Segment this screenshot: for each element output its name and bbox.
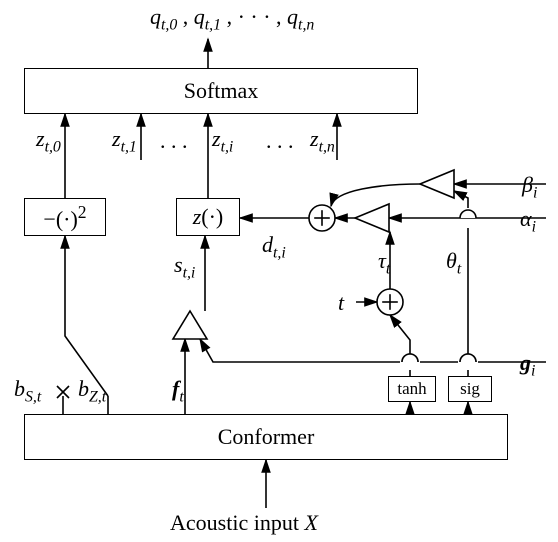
conformer-label: Conformer [218, 424, 315, 450]
bS-label: bS,t [14, 376, 41, 406]
q-row-label: qt,0 , qt,1 , · · · , qt,n [150, 4, 314, 34]
s-label: st,i [174, 252, 195, 282]
softmax-label: Softmax [184, 78, 259, 104]
z-tn: zt,n [310, 126, 335, 156]
tanh-label: tanh [397, 379, 426, 399]
g-label: gi [520, 350, 535, 380]
dots-l: . . . [160, 128, 188, 154]
acoustic-input-label: Acoustic input X [170, 510, 318, 536]
softmax-box: Softmax [24, 68, 418, 114]
sig-box: sig [448, 376, 492, 402]
z-t1: zt,1 [112, 126, 137, 156]
negsq-box: −(·)2 [24, 198, 106, 236]
diagram-root: Conformer Softmax −(·)2 z(·) tanh sig Ac… [0, 0, 558, 542]
zfunc-box: z(·) [176, 198, 240, 236]
beta-label: βi [522, 172, 537, 202]
theta-label: θt [446, 248, 461, 278]
dots-r: . . . [266, 128, 294, 154]
tau-label: τt [378, 248, 390, 278]
conformer-box: Conformer [24, 414, 508, 460]
z-t0: zt,0 [36, 126, 61, 156]
alpha-label: αi [520, 206, 536, 236]
t-label: t [338, 290, 344, 316]
sig-label: sig [460, 379, 480, 399]
d-label: dt,i [262, 232, 286, 262]
bZ-label: bZ,t [78, 376, 106, 406]
z-ti: zt,i [212, 126, 233, 156]
f-label: ft [172, 376, 184, 406]
tanh-box: tanh [388, 376, 436, 402]
